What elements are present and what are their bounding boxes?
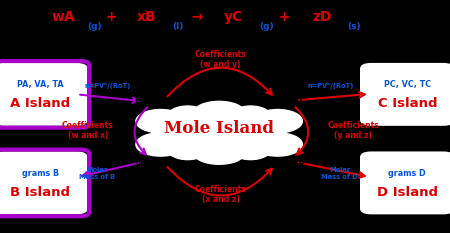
Text: yC: yC [224, 10, 243, 24]
Text: n=PVᵏ/(RoT): n=PVᵏ/(RoT) [307, 82, 354, 89]
Text: Coefficients
(w and y): Coefficients (w and y) [194, 50, 247, 69]
Text: D Island: D Island [377, 186, 438, 199]
Text: (l): (l) [172, 22, 183, 31]
Ellipse shape [167, 106, 208, 127]
Text: Coefficients
(y and z): Coefficients (y and z) [328, 121, 379, 140]
Text: Reaction:: Reaction: [199, 5, 251, 15]
FancyBboxPatch shape [360, 63, 450, 126]
Text: PC, VC, TC: PC, VC, TC [384, 80, 431, 89]
Ellipse shape [253, 133, 302, 156]
Ellipse shape [194, 101, 244, 122]
Text: Coefficients
(w and x): Coefficients (w and x) [62, 121, 113, 140]
Text: Molar
Mass of D: Molar Mass of D [321, 167, 358, 180]
Text: Mole Island: Mole Island [164, 120, 274, 137]
Text: moles D: moles D [266, 158, 306, 166]
FancyBboxPatch shape [0, 63, 88, 126]
Text: (s): (s) [347, 22, 361, 31]
Text: grams D: grams D [388, 169, 426, 178]
Text: +: + [269, 10, 300, 24]
Text: (g): (g) [88, 22, 103, 31]
Ellipse shape [253, 110, 302, 133]
FancyBboxPatch shape [360, 151, 450, 214]
Ellipse shape [136, 133, 185, 156]
Ellipse shape [230, 106, 271, 127]
Ellipse shape [194, 143, 244, 164]
Ellipse shape [152, 110, 287, 156]
Text: grams B: grams B [22, 169, 59, 178]
Text: moles C: moles C [266, 97, 306, 106]
FancyBboxPatch shape [0, 151, 88, 214]
Text: n=PVᵏ/(RoT): n=PVᵏ/(RoT) [85, 82, 131, 89]
Ellipse shape [136, 110, 185, 133]
Text: A Island: A Island [10, 97, 71, 110]
Ellipse shape [167, 139, 208, 160]
Text: C Island: C Island [378, 97, 437, 110]
Ellipse shape [230, 139, 271, 160]
Text: (g): (g) [259, 22, 274, 31]
Text: B Island: B Island [10, 186, 71, 199]
Text: xB: xB [137, 10, 157, 24]
Text: wA: wA [52, 10, 76, 24]
Text: Molar
Mass of B: Molar Mass of B [79, 167, 115, 180]
Text: PA, VA, TA: PA, VA, TA [17, 80, 64, 89]
Text: Coefficients
(x and z): Coefficients (x and z) [194, 185, 247, 204]
Text: moles A: moles A [135, 97, 176, 106]
Text: →: → [182, 10, 213, 24]
Text: moles B: moles B [135, 158, 176, 166]
Text: zD: zD [313, 10, 332, 24]
Text: +: + [101, 10, 127, 24]
